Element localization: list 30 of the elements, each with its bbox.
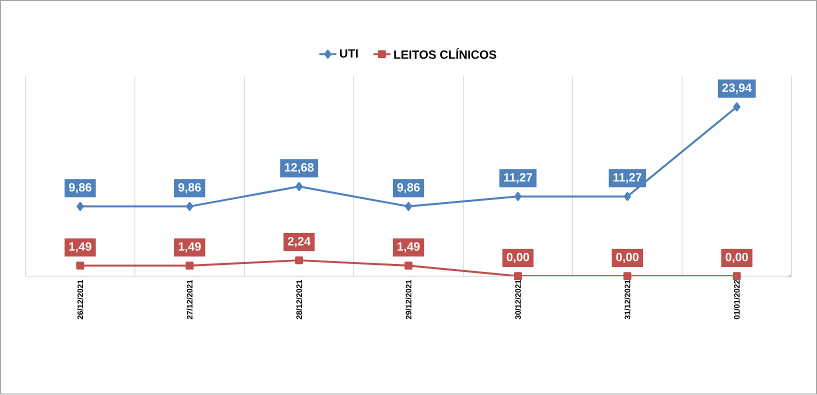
data-label: 12,68 xyxy=(284,163,314,174)
point xyxy=(733,102,740,112)
point xyxy=(186,202,194,212)
data-label: 23,94 xyxy=(722,84,752,94)
legend-label: LEITOS CLÍNICOS xyxy=(394,48,496,60)
data-label: 9,86 xyxy=(69,183,92,194)
point xyxy=(404,202,412,212)
point xyxy=(514,272,522,280)
data-label: 1,49 xyxy=(69,242,92,253)
data-label: 9,86 xyxy=(397,183,420,194)
point xyxy=(186,262,194,270)
data-label: 1,49 xyxy=(398,242,420,253)
point xyxy=(295,256,304,265)
point xyxy=(624,192,631,202)
data-label: 0,00 xyxy=(506,253,530,264)
point xyxy=(76,202,84,212)
point xyxy=(295,182,303,192)
point xyxy=(732,272,741,280)
data-label: 9,86 xyxy=(178,183,201,194)
data-label: 2,24 xyxy=(288,237,311,248)
point xyxy=(623,272,632,280)
data-label: 0,00 xyxy=(726,253,748,264)
data-label: 0,00 xyxy=(616,253,639,264)
data-label: 11,27 xyxy=(614,173,642,184)
data-label: 11,27 xyxy=(504,173,532,184)
legend-label: UTI xyxy=(340,50,358,58)
point xyxy=(514,192,522,202)
point xyxy=(76,262,84,270)
data-label: 1,49 xyxy=(178,242,201,253)
point xyxy=(404,262,412,270)
